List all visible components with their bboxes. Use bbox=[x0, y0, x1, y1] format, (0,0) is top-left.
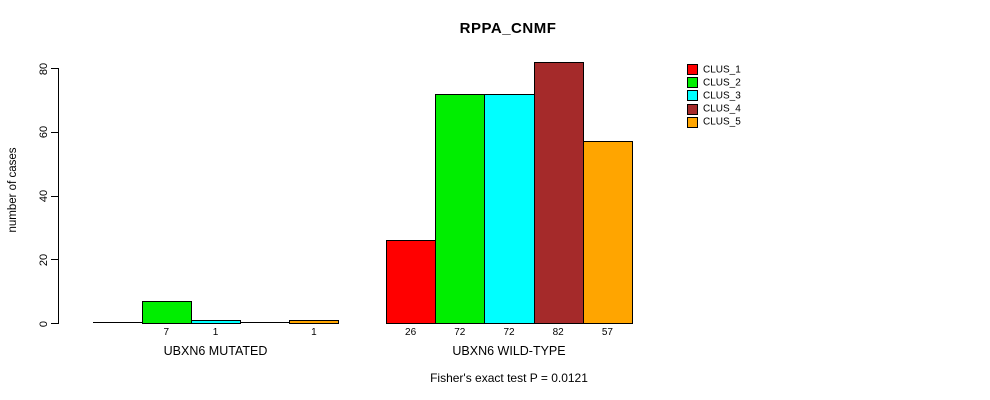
bar-value-label: 26 bbox=[405, 327, 417, 338]
y-tick-label: 60 bbox=[38, 126, 50, 139]
group-label: UBXN6 MUTATED bbox=[163, 344, 268, 358]
group-label: UBXN6 WILD-TYPE bbox=[452, 344, 566, 358]
y-tick-label: 0 bbox=[38, 320, 50, 327]
y-axis-tick bbox=[51, 68, 58, 69]
fisher-test-annotation: Fisher's exact test P = 0.0121 bbox=[430, 371, 588, 385]
bar-clus_3 bbox=[190, 319, 242, 324]
legend-swatch-clus_1 bbox=[687, 64, 698, 75]
bar-clus_1 bbox=[386, 240, 437, 324]
legend-swatch-clus_4 bbox=[687, 103, 698, 115]
y-axis-tick bbox=[51, 195, 58, 197]
legend-swatch-clus_3 bbox=[687, 90, 698, 102]
bar-value-label: 7 bbox=[163, 327, 170, 338]
legend-swatch-clus_5 bbox=[687, 116, 698, 128]
y-axis-tick bbox=[51, 323, 58, 324]
bar-value-label: 72 bbox=[454, 327, 466, 338]
bar-value-label: 72 bbox=[503, 327, 515, 338]
legend-label: CLUS_4 bbox=[703, 103, 741, 115]
y-tick-label: 80 bbox=[38, 62, 50, 75]
bar-value-label: 1 bbox=[212, 327, 219, 338]
legend-label: CLUS_1 bbox=[703, 64, 741, 75]
bar-value-label: 82 bbox=[552, 327, 564, 338]
bar-clus_2 bbox=[435, 93, 486, 324]
chart-title: RPPA_CNMF bbox=[459, 20, 557, 37]
legend-label: CLUS_5 bbox=[703, 116, 741, 128]
bar-clus_4 bbox=[533, 61, 584, 324]
bar-value-label: 1 bbox=[311, 327, 317, 338]
y-axis-tick bbox=[51, 259, 58, 261]
bar-value-label: 57 bbox=[601, 327, 613, 338]
bar-clus_5 bbox=[289, 319, 340, 324]
legend-swatch-clus_2 bbox=[687, 77, 698, 89]
legend-label: CLUS_3 bbox=[703, 90, 741, 102]
legend-label: CLUS_2 bbox=[703, 77, 741, 89]
y-axis-label: number of cases bbox=[7, 147, 19, 233]
y-tick-label: 40 bbox=[38, 189, 50, 203]
y-axis-line bbox=[58, 68, 59, 324]
bar-clus_3 bbox=[484, 93, 535, 324]
bar-clus_2 bbox=[141, 300, 192, 324]
bar-clus_5 bbox=[582, 141, 633, 324]
y-axis-tick bbox=[51, 131, 58, 133]
y-tick-label: 20 bbox=[38, 253, 50, 266]
